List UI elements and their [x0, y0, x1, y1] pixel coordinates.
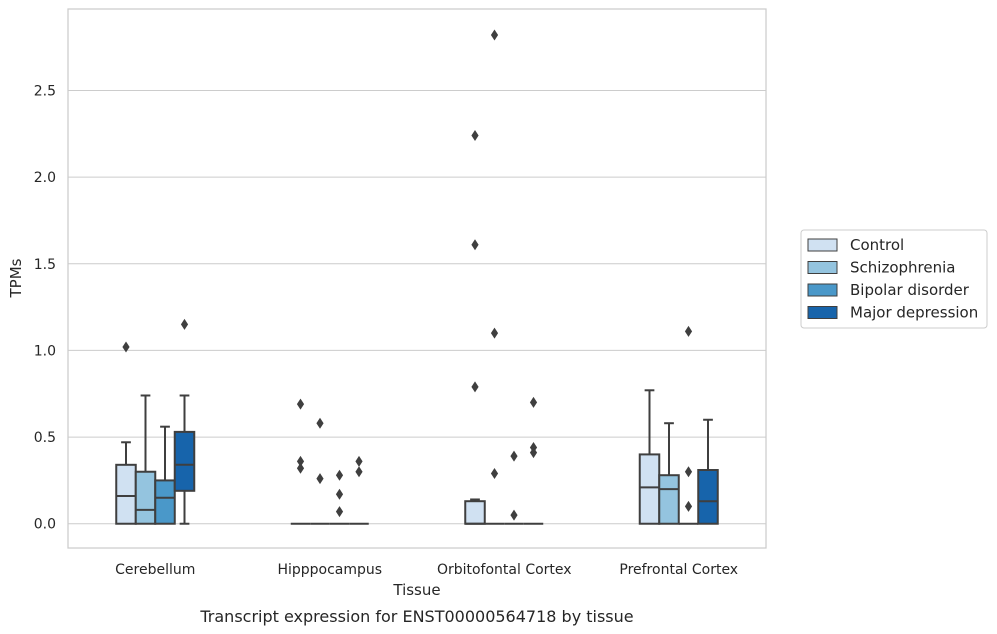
outlier-point	[316, 417, 324, 429]
outlier-point	[490, 327, 499, 339]
chart-caption: Transcript expression for ENST0000056471…	[199, 607, 633, 626]
x-axis-label: Tissue	[392, 581, 440, 599]
box-plot	[154, 425, 176, 525]
box-plot	[678, 325, 699, 525]
legend-swatch	[807, 238, 838, 252]
outlier-point	[355, 466, 363, 478]
outlier-point	[490, 467, 499, 479]
outlier-point	[684, 466, 693, 478]
box-plot	[464, 130, 486, 525]
box-plot	[697, 418, 719, 525]
y-tick-label: 1.5	[34, 257, 56, 273]
box	[115, 463, 137, 525]
legend-item: Bipolar disorder	[807, 281, 970, 299]
outlier-point	[510, 450, 518, 462]
outlier-point	[684, 325, 693, 337]
legend-item: Control	[807, 236, 904, 254]
legend-label: Schizophrenia	[850, 259, 955, 277]
x-tick-labels: Cerebellum Hipppocampus Orbitofontal Corte…	[115, 562, 738, 578]
legend-frame	[800, 229, 988, 329]
outlier-point	[180, 318, 189, 330]
plot-frame	[67, 8, 767, 549]
box-plot	[349, 455, 369, 525]
box	[464, 500, 486, 525]
y-tick-label: 0.0	[34, 517, 56, 533]
y-tick-labels: 0.0 0.5 1.0 1.5 2.0 2.5	[34, 83, 56, 532]
legend-item: Schizophrenia	[807, 259, 955, 277]
box	[173, 430, 196, 492]
outlier-point	[529, 447, 538, 459]
box-plot	[658, 422, 680, 525]
legend-label: Bipolar disorder	[850, 281, 970, 299]
series-schizophrenia	[134, 29, 680, 525]
x-tick-label: Orbitofontal Cortex	[437, 562, 572, 578]
box	[697, 469, 719, 525]
outlier-point	[471, 239, 479, 251]
legend-swatch	[807, 261, 838, 274]
box-plot	[523, 396, 544, 525]
outlier-point	[296, 398, 305, 410]
y-axis-label: TPMs	[7, 258, 25, 298]
box	[658, 474, 680, 525]
outlier-point	[529, 396, 538, 408]
outlier-point	[471, 130, 479, 142]
box-plot	[173, 318, 196, 525]
outlier-point	[335, 506, 344, 518]
series-major-depression	[173, 318, 719, 525]
x-tick-label: Hipppocampus	[277, 562, 382, 578]
box-plot	[310, 417, 330, 525]
outlier-point	[510, 509, 518, 521]
box-plot	[329, 469, 350, 525]
legend-item: Major depression	[807, 304, 978, 322]
box-plot	[484, 29, 505, 525]
box-plot	[134, 394, 157, 525]
outlier-point	[122, 341, 130, 353]
x-tick-label: Cerebellum	[115, 562, 195, 578]
y-tick-label: 0.5	[34, 430, 56, 446]
outlier-point	[335, 469, 344, 481]
y-tick-label: 1.0	[34, 343, 56, 359]
outlier-point	[471, 381, 479, 393]
series-bipolar-disorder	[154, 325, 699, 525]
outlier-point	[684, 500, 693, 512]
outlier-point	[335, 488, 344, 500]
box	[134, 470, 157, 525]
box	[154, 479, 176, 525]
box-plot	[504, 450, 524, 525]
box-groups	[115, 29, 719, 525]
outlier-point	[296, 455, 305, 467]
legend-swatch	[807, 306, 838, 319]
outlier-point	[296, 462, 305, 474]
outlier-point	[490, 29, 499, 41]
legend: Control Schizophrenia Bipolar disorder Majo…	[800, 229, 988, 329]
box-plot	[290, 398, 311, 525]
y-tick-label: 2.0	[34, 170, 56, 186]
outlier-point	[316, 473, 324, 485]
legend-swatch	[807, 283, 838, 297]
legend-label: Control	[850, 236, 904, 254]
outlier-point	[355, 455, 363, 467]
x-tick-label: Prefrontal Cortex	[619, 562, 738, 578]
y-tick-label: 2.5	[34, 83, 56, 99]
box	[638, 453, 661, 525]
legend-label: Major depression	[850, 304, 978, 322]
